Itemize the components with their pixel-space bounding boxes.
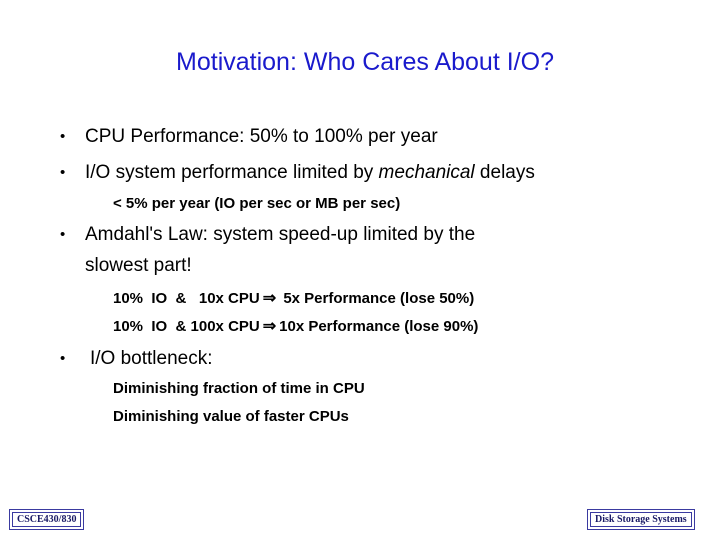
sub-amdahl-1-left: 10% IO & 10x CPU (113, 290, 260, 307)
sub-io-rate: < 5% per year (IO per sec or MB per sec) (113, 195, 401, 212)
bullet-io-bottleneck: • I/O bottleneck: (60, 346, 213, 372)
bullet-icon: • (60, 226, 66, 243)
bullet-amdahl: • Amdahl's Law: system speed-up limited … (60, 222, 476, 279)
slide-title: Motivation: Who Cares About I/O? (176, 48, 554, 76)
sub-amdahl-2-left: 10% IO & 100x CPU (113, 318, 260, 335)
bullet-text: I/O bottleneck: (90, 348, 213, 369)
sub-bottleneck-1: Diminishing fraction of time in CPU (113, 380, 365, 397)
implies-arrow-icon: ⇒ (262, 318, 277, 335)
bullet-icon: • (60, 164, 66, 181)
bullet-text: Amdahl's Law: system speed-up limited by… (85, 224, 476, 245)
bullet-cpu-performance: • CPU Performance: 50% to 100% per year (60, 124, 438, 150)
bullet-text-end: delays (474, 162, 535, 183)
sub-amdahl-2-right: 10x Performance (lose 90%) (279, 318, 479, 335)
bullet-text: CPU Performance: 50% to 100% per year (85, 126, 438, 147)
footer-course-label: CSCE430/830 (9, 509, 85, 530)
footer-topic-text: Disk Storage Systems (590, 512, 692, 527)
sub-amdahl-line-1: 10% IO & 10x CPU ⇒ 5x Performance (lose 5… (113, 289, 474, 309)
bullet-io-performance: • I/O system performance limited by mech… (60, 160, 535, 186)
sub-amdahl-line-2: 10% IO & 100x CPU ⇒ 10x Performance (lose … (113, 317, 478, 337)
footer-topic-label: Disk Storage Systems (587, 509, 695, 530)
footer-course-text: CSCE430/830 (12, 512, 82, 527)
implies-arrow-icon: ⇒ (262, 290, 277, 307)
bullet-text: I/O system performance limited by mechan… (68, 160, 535, 186)
sub-bottleneck-2: Diminishing value of faster CPUs (113, 408, 349, 425)
bullet-icon: • (60, 350, 66, 367)
bullet-text-continued: slowest part! (85, 255, 192, 276)
bullet-text-start: I/O system performance limited by (85, 162, 379, 183)
sub-amdahl-1-right: 5x Performance (lose 50%) (283, 290, 475, 307)
bullet-text-emphasis: mechanical (378, 162, 475, 183)
bullet-icon: • (60, 128, 66, 145)
